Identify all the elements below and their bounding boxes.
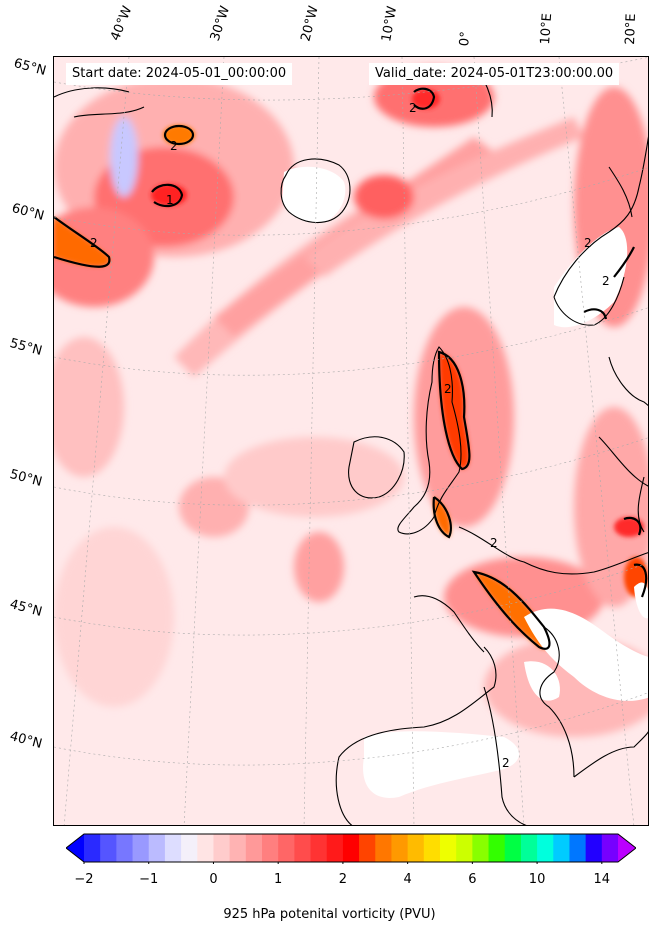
colorbar-segment — [326, 834, 344, 862]
contour-label: 2 — [490, 536, 498, 550]
colorbar-segment — [504, 834, 522, 862]
contour-label: 2 — [584, 236, 592, 250]
lat-label: 65°N — [12, 56, 48, 79]
colorbar-segment — [213, 834, 231, 862]
colorbar-segment — [391, 834, 409, 862]
lat-label: 45°N — [8, 597, 44, 620]
contour-label: 2 — [602, 274, 610, 288]
colorbar-tick-label: 14 — [593, 872, 611, 887]
colorbar-segment — [164, 834, 182, 862]
colorbar-segment — [181, 834, 198, 862]
colorbar-tick-label: 1 — [274, 872, 283, 887]
contour-label: 2 — [502, 756, 510, 770]
colorbar — [66, 833, 636, 864]
colorbar-tick-label: −2 — [74, 872, 94, 887]
colorbar-tick-label: −1 — [139, 872, 159, 887]
colorbar-extend-max — [618, 834, 636, 862]
contour-label: 2 — [409, 101, 417, 115]
colorbar-segment — [84, 834, 101, 862]
potential-vorticity-map: 2 2 1 2 2 2 2 2 2 — [54, 57, 648, 825]
colorbar-segment — [537, 834, 554, 862]
lon-label: 20°E — [623, 13, 640, 45]
colorbar-tick-label: 4 — [403, 872, 412, 887]
lon-label: 20°W — [298, 4, 322, 44]
colorbar-tick-label: 10 — [528, 872, 546, 887]
colorbar-segment — [585, 834, 603, 862]
contour-labels: 2 2 1 2 2 2 2 2 2 — [90, 101, 610, 770]
colorbar-segment — [132, 834, 150, 862]
colorbar-segment — [488, 834, 506, 862]
colorbar-segment — [342, 834, 360, 862]
colorbar-segment — [262, 834, 279, 862]
lon-label: 10°E — [538, 12, 556, 45]
colorbar-segment — [569, 834, 587, 862]
colorbar-segment — [407, 834, 425, 862]
colorbar-segment — [553, 834, 571, 862]
lat-label: 55°N — [8, 336, 44, 359]
lon-label: 40°W — [108, 4, 136, 43]
map-frame: 2 2 1 2 2 2 2 2 2 — [53, 56, 649, 826]
colorbar-extend-min — [66, 834, 84, 862]
colorbar-segment — [245, 834, 263, 862]
colorbar-tick-label: 2 — [338, 872, 348, 887]
contour-label: 2 — [170, 139, 178, 153]
lat-label: 40°N — [8, 729, 44, 752]
contour-label: 1 — [166, 193, 174, 207]
pv-field-shading — [54, 67, 648, 737]
colorbar-segment — [472, 834, 490, 862]
colorbar-segment — [148, 834, 166, 862]
colorbar-segment — [294, 834, 312, 862]
pv-contours — [54, 87, 648, 650]
colorbar-segment — [359, 834, 376, 862]
lat-label: 60°N — [10, 201, 46, 224]
valid-date-label: Valid_date: 2024-05-01T23:00:00.00 — [369, 63, 620, 85]
colorbar-segment — [229, 834, 247, 862]
missing-data-land — [282, 166, 648, 798]
lon-label: 10°W — [379, 5, 401, 44]
colorbar-segment — [601, 834, 619, 862]
colorbar-segment — [278, 834, 295, 862]
colorbar-tick-label: 0 — [209, 872, 218, 887]
colorbar-segment — [520, 834, 538, 862]
colorbar-tick-label: 6 — [468, 872, 477, 887]
lon-label: 0° — [457, 30, 474, 47]
colorbar-segment — [456, 834, 473, 862]
graticule — [54, 57, 648, 825]
contour-label: 2 — [90, 236, 98, 250]
colorbar-segment — [440, 834, 457, 862]
lat-label: 50°N — [8, 467, 44, 490]
colorbar-segment — [100, 834, 117, 862]
colorbar-segment — [116, 834, 134, 862]
colorbar-segment — [423, 834, 441, 862]
colorbar-label: 925 hPa potenital vorticity (PVU) — [223, 907, 436, 922]
lon-label: 30°W — [207, 4, 234, 43]
start-date-label: Start date: 2024-05-01_00:00:00 — [66, 63, 293, 85]
colorbar-segment — [310, 834, 328, 862]
colorbar-segment — [375, 834, 393, 862]
colorbar-segment — [197, 834, 215, 862]
contour-label: 2 — [444, 382, 452, 396]
